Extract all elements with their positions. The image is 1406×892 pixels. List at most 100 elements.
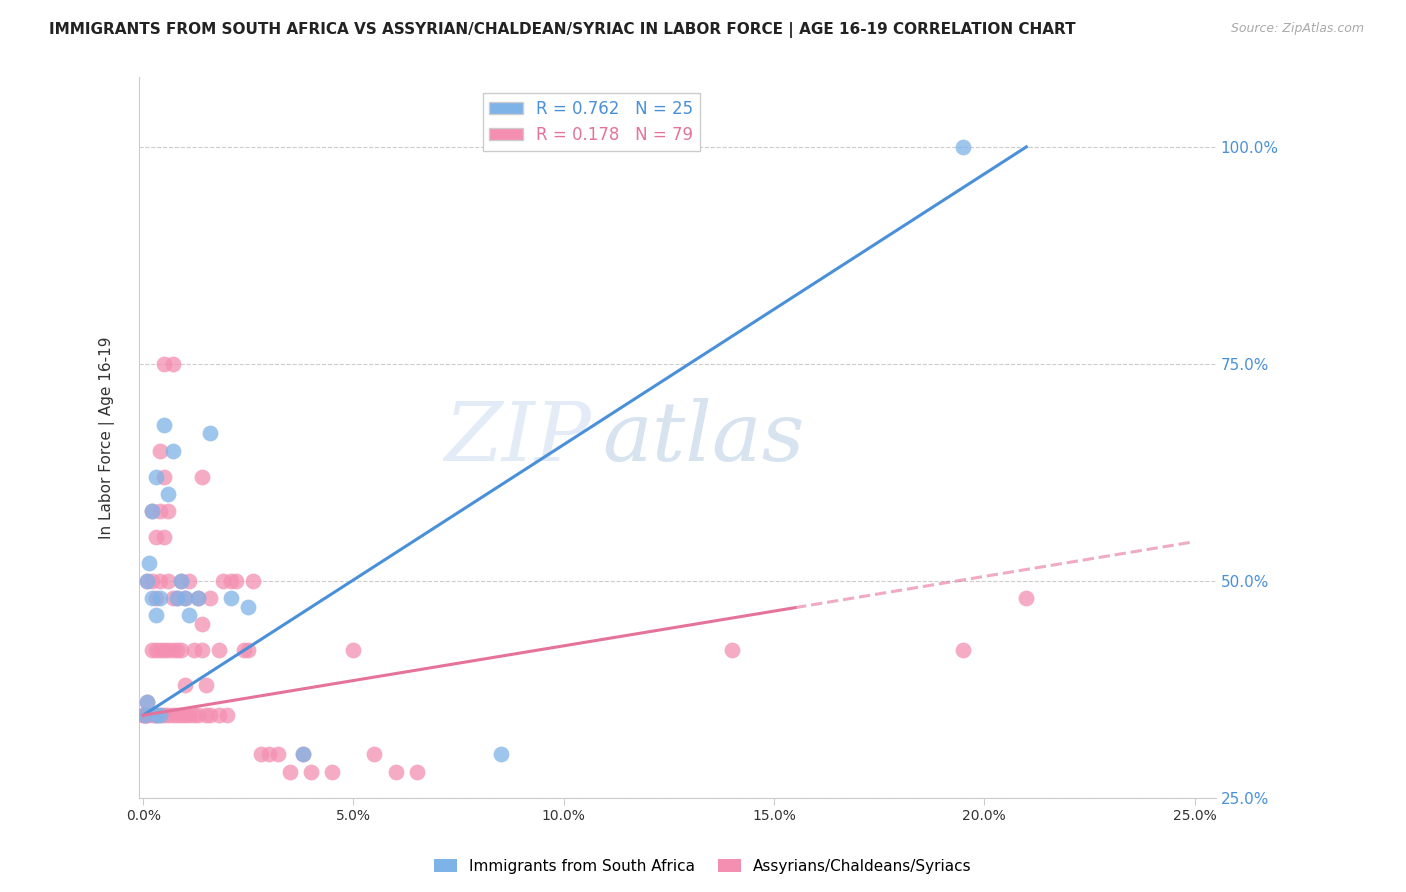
Point <box>157 487 180 501</box>
Point <box>170 574 193 588</box>
Point <box>141 643 163 657</box>
Text: IMMIGRANTS FROM SOUTH AFRICA VS ASSYRIAN/CHALDEAN/SYRIAC IN LABOR FORCE | AGE 16: IMMIGRANTS FROM SOUTH AFRICA VS ASSYRIAN… <box>49 22 1076 38</box>
Point <box>208 708 231 723</box>
Point <box>145 608 167 623</box>
Point <box>153 643 176 657</box>
Text: atlas: atlas <box>602 398 804 477</box>
Point <box>299 764 322 779</box>
Point <box>166 591 188 606</box>
Point <box>292 747 315 762</box>
Point <box>153 708 176 723</box>
Point <box>405 764 427 779</box>
Point <box>149 591 172 606</box>
Point <box>141 574 163 588</box>
Point <box>170 708 193 723</box>
Point <box>162 643 184 657</box>
Point <box>136 574 159 588</box>
Point <box>191 617 214 632</box>
Point <box>200 591 222 606</box>
Point <box>166 591 188 606</box>
Point <box>170 643 193 657</box>
Point <box>267 747 290 762</box>
Point <box>363 747 385 762</box>
Point <box>195 708 218 723</box>
Point <box>153 530 176 544</box>
Point <box>187 708 209 723</box>
Point <box>157 643 180 657</box>
Point <box>183 643 205 657</box>
Point <box>136 695 159 709</box>
Point <box>242 574 264 588</box>
Point <box>134 708 156 723</box>
Point <box>138 557 160 571</box>
Point <box>153 357 176 371</box>
Point <box>145 530 167 544</box>
Point <box>170 574 193 588</box>
Point <box>149 574 172 588</box>
Point <box>174 678 197 692</box>
Point <box>136 695 159 709</box>
Point <box>200 708 222 723</box>
Point <box>162 591 184 606</box>
Point <box>179 708 201 723</box>
Point <box>145 708 167 723</box>
Point <box>721 643 744 657</box>
Legend: Immigrants from South Africa, Assyrians/Chaldeans/Syriacs: Immigrants from South Africa, Assyrians/… <box>427 853 979 880</box>
Point <box>162 708 184 723</box>
Point <box>259 747 281 762</box>
Point <box>217 708 239 723</box>
Point <box>280 764 302 779</box>
Point <box>141 504 163 518</box>
Point <box>187 591 209 606</box>
Point <box>149 504 172 518</box>
Point <box>195 678 218 692</box>
Point <box>136 708 159 723</box>
Point <box>149 708 172 723</box>
Point <box>225 574 247 588</box>
Legend: R = 0.762   N = 25, R = 0.178   N = 79: R = 0.762 N = 25, R = 0.178 N = 79 <box>482 93 700 151</box>
Point <box>238 643 260 657</box>
Point <box>145 643 167 657</box>
Point <box>952 140 974 154</box>
Point <box>141 504 163 518</box>
Point <box>141 708 163 723</box>
Point <box>157 708 180 723</box>
Point <box>489 747 512 762</box>
Point <box>145 591 167 606</box>
Point <box>952 643 974 657</box>
Point <box>166 708 188 723</box>
Point <box>157 574 180 588</box>
Point <box>238 599 260 614</box>
Point <box>179 574 201 588</box>
Point <box>136 708 159 723</box>
Point <box>212 574 235 588</box>
Point <box>342 643 364 657</box>
Text: ZIP: ZIP <box>444 398 591 477</box>
Point <box>141 591 163 606</box>
Point <box>153 469 176 483</box>
Point <box>233 643 256 657</box>
Point <box>221 574 243 588</box>
Point <box>187 591 209 606</box>
Point <box>166 643 188 657</box>
Point <box>145 708 167 723</box>
Point <box>384 764 406 779</box>
Point <box>250 747 273 762</box>
Point <box>174 591 197 606</box>
Point <box>145 708 167 723</box>
Point <box>292 747 315 762</box>
Point <box>145 469 167 483</box>
Point <box>149 643 172 657</box>
Point <box>174 708 197 723</box>
Point <box>136 574 159 588</box>
Point <box>157 504 180 518</box>
Point <box>153 417 176 432</box>
Point <box>183 708 205 723</box>
Point <box>132 708 155 723</box>
Y-axis label: In Labor Force | Age 16-19: In Labor Force | Age 16-19 <box>100 336 115 539</box>
Point <box>132 708 155 723</box>
Point <box>134 708 156 723</box>
Point <box>162 357 184 371</box>
Point <box>149 708 172 723</box>
Point <box>149 443 172 458</box>
